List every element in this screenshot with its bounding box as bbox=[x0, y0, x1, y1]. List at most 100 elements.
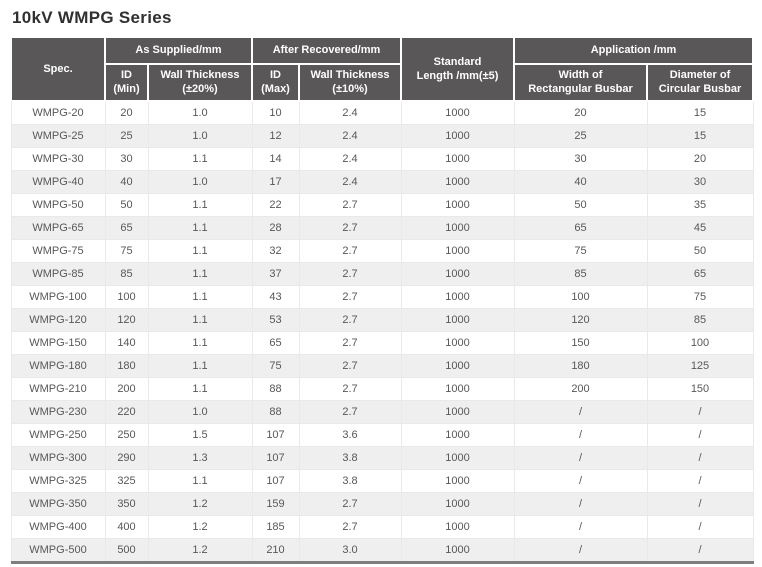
value-cell: / bbox=[513, 537, 648, 563]
spec-cell: WMPG-100 bbox=[10, 284, 106, 309]
value-cell: 140 bbox=[104, 330, 149, 355]
value-cell: 2.4 bbox=[298, 100, 402, 125]
value-cell: / bbox=[513, 491, 648, 516]
value-cell: 20 bbox=[104, 100, 149, 125]
value-cell: 1.2 bbox=[147, 537, 253, 563]
header-as-supplied: As Supplied/mm bbox=[104, 36, 253, 65]
value-cell: 159 bbox=[251, 491, 300, 516]
value-cell: 88 bbox=[251, 399, 300, 424]
header-wall-thickness-20: Wall Thickness (±20%) bbox=[147, 63, 253, 102]
table-header: Spec. As Supplied/mm After Recovered/mm … bbox=[10, 36, 754, 102]
value-cell: 65 bbox=[104, 215, 149, 240]
spec-cell: WMPG-25 bbox=[10, 123, 106, 148]
value-cell: 1000 bbox=[400, 238, 515, 263]
spec-cell: WMPG-85 bbox=[10, 261, 106, 286]
value-cell: 75 bbox=[646, 284, 754, 309]
value-cell: 250 bbox=[104, 422, 149, 447]
spec-table: Spec. As Supplied/mm After Recovered/mm … bbox=[10, 36, 754, 564]
value-cell: / bbox=[513, 468, 648, 493]
value-cell: 17 bbox=[251, 169, 300, 194]
value-cell: 200 bbox=[513, 376, 648, 401]
value-cell: 35 bbox=[646, 192, 754, 217]
header-sub-row: ID (Min) Wall Thickness (±20%) ID (Max) … bbox=[11, 63, 754, 102]
value-cell: 1.2 bbox=[147, 514, 253, 539]
value-cell: 1000 bbox=[400, 468, 515, 493]
header-standard-length: Standard Length /mm(±5) bbox=[400, 36, 515, 102]
value-cell: 30 bbox=[513, 146, 648, 171]
value-cell: 2.7 bbox=[298, 491, 402, 516]
value-cell: 1000 bbox=[400, 215, 515, 240]
value-cell: 325 bbox=[104, 468, 149, 493]
value-cell: 1.1 bbox=[147, 215, 253, 240]
value-cell: 100 bbox=[513, 284, 648, 309]
spec-cell: WMPG-210 bbox=[10, 376, 106, 401]
table-row: WMPG-120 120 1.1 53 2.7 1000 120 85 bbox=[10, 307, 754, 332]
value-cell: 1.2 bbox=[147, 491, 253, 516]
value-cell: 2.7 bbox=[298, 376, 402, 401]
page-title: 10kV WMPG Series bbox=[12, 8, 172, 27]
value-cell: 50 bbox=[646, 238, 754, 263]
value-cell: 107 bbox=[251, 445, 300, 470]
table-row: WMPG-50 50 1.1 22 2.7 1000 50 35 bbox=[10, 192, 754, 217]
value-cell: 180 bbox=[513, 353, 648, 378]
value-cell: 120 bbox=[513, 307, 648, 332]
value-cell: 1.1 bbox=[147, 307, 253, 332]
value-cell: / bbox=[513, 514, 648, 539]
value-cell: 1.0 bbox=[147, 169, 253, 194]
header-application: Application /mm bbox=[513, 36, 754, 65]
value-cell: 50 bbox=[513, 192, 648, 217]
value-cell: 400 bbox=[104, 514, 149, 539]
value-cell: 1.1 bbox=[147, 353, 253, 378]
spec-cell: WMPG-500 bbox=[10, 537, 106, 563]
table-row: WMPG-20 20 1.0 10 2.4 1000 20 15 bbox=[10, 100, 754, 125]
value-cell: 2.4 bbox=[298, 123, 402, 148]
value-cell: 1000 bbox=[400, 146, 515, 171]
value-cell: 85 bbox=[513, 261, 648, 286]
value-cell: 85 bbox=[104, 261, 149, 286]
table-row: WMPG-400 400 1.2 185 2.7 1000// bbox=[10, 514, 754, 539]
value-cell: 1.5 bbox=[147, 422, 253, 447]
value-cell: 1000 bbox=[400, 284, 515, 309]
header-diameter-circular-busbar: Diameter of Circular Busbar bbox=[646, 63, 754, 102]
table-body: WMPG-20 20 1.0 10 2.4 1000 20 15 WMPG-25 25 1.0 12 2… bbox=[10, 100, 754, 563]
value-cell: 65 bbox=[251, 330, 300, 355]
value-cell: 100 bbox=[104, 284, 149, 309]
value-cell: 75 bbox=[513, 238, 648, 263]
spec-cell: WMPG-75 bbox=[10, 238, 106, 263]
value-cell: 1.0 bbox=[147, 123, 253, 148]
value-cell: 75 bbox=[104, 238, 149, 263]
value-cell: 40 bbox=[104, 169, 149, 194]
value-cell: 1000 bbox=[400, 422, 515, 447]
header-width-rectangular-busbar: Width of Rectangular Busbar bbox=[513, 63, 648, 102]
value-cell: 32 bbox=[251, 238, 300, 263]
value-cell: 1.1 bbox=[147, 192, 253, 217]
table-row: WMPG-180 180 1.1 75 2.7 1000 180 125 bbox=[10, 353, 754, 378]
table-row: WMPG-500 500 1.2 210 3.0 1000// bbox=[10, 537, 754, 563]
value-cell: 88 bbox=[251, 376, 300, 401]
value-cell: 120 bbox=[104, 307, 149, 332]
value-cell: 10 bbox=[251, 100, 300, 125]
value-cell: 185 bbox=[251, 514, 300, 539]
table-row: WMPG-350 350 1.2 159 2.7 1000// bbox=[10, 491, 754, 516]
value-cell: 2.7 bbox=[298, 514, 402, 539]
value-cell: 2.7 bbox=[298, 261, 402, 286]
value-cell: 65 bbox=[513, 215, 648, 240]
value-cell: 1.1 bbox=[147, 376, 253, 401]
value-cell: 53 bbox=[251, 307, 300, 332]
spec-cell: WMPG-250 bbox=[10, 422, 106, 447]
value-cell: 45 bbox=[646, 215, 754, 240]
value-cell: 75 bbox=[251, 353, 300, 378]
value-cell: 220 bbox=[104, 399, 149, 424]
value-cell: 14 bbox=[251, 146, 300, 171]
table-row: WMPG-65 65 1.1 28 2.7 1000 65 45 bbox=[10, 215, 754, 240]
value-cell: 2.7 bbox=[298, 215, 402, 240]
table-row: WMPG-25 25 1.0 12 2.4 1000 25 15 bbox=[10, 123, 754, 148]
value-cell: 37 bbox=[251, 261, 300, 286]
header-after-recovered: After Recovered/mm bbox=[251, 36, 402, 65]
header-id-min: ID (Min) bbox=[104, 63, 149, 102]
value-cell: 30 bbox=[104, 146, 149, 171]
value-cell: 350 bbox=[104, 491, 149, 516]
table-row: WMPG-30 30 1.1 14 2.4 1000 30 20 bbox=[10, 146, 754, 171]
value-cell: 43 bbox=[251, 284, 300, 309]
table-row: WMPG-325 325 1.1 107 3.8 1000// bbox=[10, 468, 754, 493]
